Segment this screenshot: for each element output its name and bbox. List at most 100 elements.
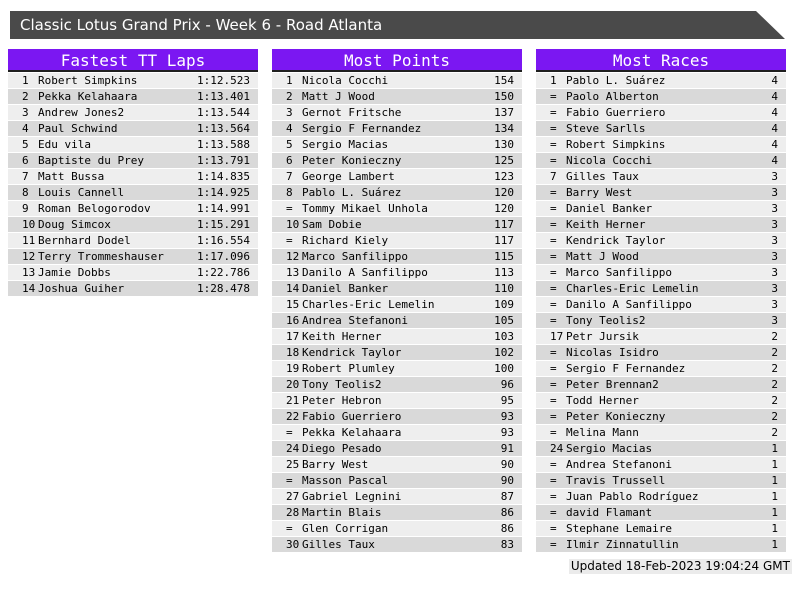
row-position: 8 (286, 186, 293, 199)
row-value: 4 (771, 154, 778, 167)
row-position: 7 (550, 170, 557, 183)
row-position: = (550, 362, 557, 375)
row-name: Pablo L. Suárez (302, 186, 402, 199)
row-position: = (550, 426, 557, 439)
row-position: 14 (286, 282, 300, 295)
row-position: = (550, 522, 557, 535)
row-name: Matt J Wood (302, 90, 375, 103)
row-position: 12 (286, 250, 300, 263)
row-position: 9 (22, 202, 29, 215)
table-row: = Matt J Wood 3 (536, 249, 786, 264)
row-position: 21 (286, 394, 300, 407)
row-value: 3 (771, 186, 778, 199)
row-value: 4 (771, 90, 778, 103)
table-row: 24 Sergio Macias 1 (536, 441, 786, 456)
table-row: 6 Peter Konieczny 125 (272, 153, 522, 168)
row-value: 1:16.554 (197, 234, 250, 247)
row-name: Robert Simpkins (38, 74, 138, 87)
row-value: 93 (500, 426, 514, 439)
row-value: 1 (771, 522, 778, 535)
row-name: Pablo L. Suárez (566, 74, 666, 87)
table-row: = Melina Mann 2 (536, 425, 786, 440)
row-position: = (550, 458, 557, 471)
table-row: 10 Doug Simcox 1:15.291 (8, 217, 258, 232)
row-value: 3 (771, 170, 778, 183)
row-name: Pekka Kelahaara (302, 426, 402, 439)
row-position: 14 (22, 282, 36, 295)
row-name: Peter Brennan2 (566, 378, 659, 391)
row-position: 5 (286, 138, 293, 151)
row-value: 1:13.564 (197, 122, 250, 135)
row-name: Melina Mann (566, 426, 639, 439)
row-value: 90 (500, 474, 514, 487)
row-name: Glen Corrigan (302, 522, 389, 535)
table-row: 14 Joshua Guiher 1:28.478 (8, 281, 258, 296)
row-position: 11 (22, 234, 36, 247)
leaderboards-container: Fastest TT Laps 1 Robert Simpkins 1:12.523… (8, 49, 792, 553)
row-name: Danilo A Sanfilippo (566, 298, 692, 311)
row-name: Sam Dobie (302, 218, 362, 231)
row-name: Paolo Alberton (566, 90, 659, 103)
row-value: 137 (494, 106, 514, 119)
row-position: = (550, 410, 557, 423)
table-row: = Ilmir Zinnatullin 1 (536, 537, 786, 552)
table-row: = Charles-Eric Lemelin 3 (536, 281, 786, 296)
row-name: Kendrick Taylor (566, 234, 666, 247)
row-position: 17 (550, 330, 564, 343)
row-position: 20 (286, 378, 300, 391)
row-position: = (550, 154, 557, 167)
row-position: 19 (286, 362, 300, 375)
table-row: 7 Gilles Taux 3 (536, 169, 786, 184)
row-value: 4 (771, 106, 778, 119)
table-row: 13 Jamie Dobbs 1:22.786 (8, 265, 258, 280)
table-row: 8 Pablo L. Suárez 120 (272, 185, 522, 200)
table-row: = Stephane Lemaire 1 (536, 521, 786, 536)
row-name: Martin Blais (302, 506, 382, 519)
table-row: 17 Keith Herner 103 (272, 329, 522, 344)
row-value: 3 (771, 250, 778, 263)
row-name: Richard Kiely (302, 234, 389, 247)
row-value: 2 (771, 426, 778, 439)
row-value: 1 (771, 506, 778, 519)
row-position: 30 (286, 538, 300, 551)
leaderboard-page: Classic Lotus Grand Prix - Week 6 - Road… (8, 0, 792, 574)
row-value: 86 (500, 506, 514, 519)
row-name: Terry Trommeshauser (38, 250, 164, 263)
table-row: 2 Matt J Wood 150 (272, 89, 522, 104)
leaderboard-most-points: Most Points 1 Nicola Cocchi 154 2 Matt J Woo… (272, 49, 522, 553)
row-position: 2 (286, 90, 293, 103)
row-name: Barry West (566, 186, 633, 199)
row-name: Charles-Eric Lemelin (302, 298, 435, 311)
row-value: 123 (494, 170, 514, 183)
row-name: Keith Herner (302, 330, 382, 343)
row-position: = (286, 426, 293, 439)
table-row: 24 Diego Pesado 91 (272, 441, 522, 456)
row-value: 109 (494, 298, 514, 311)
row-value: 90 (500, 458, 514, 471)
row-name: Stephane Lemaire (566, 522, 672, 535)
row-position: 1 (22, 74, 29, 87)
row-position: 28 (286, 506, 300, 519)
table-row: 15 Charles-Eric Lemelin 109 (272, 297, 522, 312)
row-position: 27 (286, 490, 300, 503)
table-row: 13 Danilo A Sanfilippo 113 (272, 265, 522, 280)
row-position: = (550, 266, 557, 279)
row-name: Tony Teolis2 (302, 378, 382, 391)
table-row: = Tony Teolis2 3 (536, 313, 786, 328)
row-position: = (550, 106, 557, 119)
row-value: 95 (500, 394, 514, 407)
fastest-tt-laps-title: Fastest TT Laps (8, 49, 258, 72)
row-name: Daniel Banker (566, 202, 653, 215)
row-value: 86 (500, 522, 514, 535)
row-name: Pekka Kelahaara (38, 90, 138, 103)
updated-timestamp: Updated 18-Feb-2023 19:04:24 GMT (568, 559, 792, 574)
table-row: 25 Barry West 90 (272, 457, 522, 472)
row-name: Edu vila (38, 138, 91, 151)
row-position: = (550, 314, 557, 327)
row-value: 115 (494, 250, 514, 263)
row-name: Diego Pesado (302, 442, 382, 455)
row-position: = (550, 282, 557, 295)
row-name: Danilo A Sanfilippo (302, 266, 428, 279)
table-row: 7 George Lambert 123 (272, 169, 522, 184)
table-row: 12 Terry Trommeshauser 1:17.096 (8, 249, 258, 264)
